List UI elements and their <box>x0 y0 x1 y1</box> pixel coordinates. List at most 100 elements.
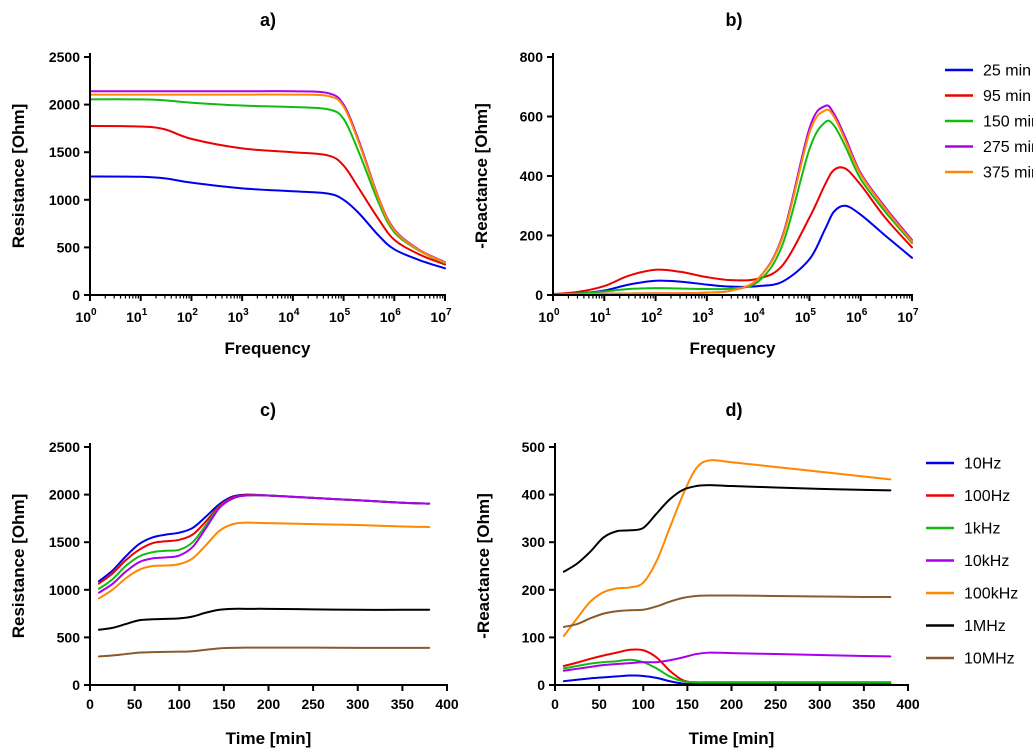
x-axis-label: Time [min] <box>226 729 312 748</box>
x-axis-label: Frequency <box>690 339 777 358</box>
x-tick-label: 103 <box>692 307 714 325</box>
legend-label: 25 min <box>983 63 1031 80</box>
x-tick-base: 10 <box>278 309 294 325</box>
series-line-95-min <box>552 166 913 296</box>
legend-label: 1MHz <box>964 618 1006 635</box>
x-tick-exponent: 4 <box>294 307 300 318</box>
x-tick-exponent: 5 <box>810 307 816 318</box>
x-tick-label: 100 <box>75 307 97 325</box>
legend: 25 min 95 min 150 min 275 min 375 min <box>945 63 1033 182</box>
x-tick-label: 102 <box>177 307 199 325</box>
x-tick-label: 105 <box>795 307 817 325</box>
x-tick-label: 0 <box>551 696 559 712</box>
y-tick-label: 0 <box>72 287 80 303</box>
x-tick-label: 104 <box>278 307 300 325</box>
series-line-150-min <box>89 98 446 265</box>
y-tick-label: 200 <box>522 582 546 598</box>
x-tick-exponent: 6 <box>395 307 401 318</box>
x-tick-label: 100 <box>538 307 560 325</box>
series-line-25-min <box>89 175 446 270</box>
y-tick-label: 500 <box>522 439 546 455</box>
x-axis-label: Time [min] <box>689 729 775 748</box>
x-tick-label: 250 <box>301 696 325 712</box>
series-group <box>97 493 431 658</box>
x-tick-base: 10 <box>75 309 91 325</box>
x-tick-exponent: 0 <box>554 307 560 318</box>
chart-title: d) <box>726 400 743 420</box>
x-tick-exponent: 0 <box>91 307 97 318</box>
x-tick-base: 10 <box>590 309 606 325</box>
chart-title: c) <box>260 400 276 420</box>
x-tick-label: 300 <box>808 696 832 712</box>
legend-label: 375 min <box>983 165 1033 182</box>
y-tick-label: 2500 <box>49 49 80 65</box>
y-tick-label: 2000 <box>49 487 80 503</box>
x-tick-label: 400 <box>896 696 920 712</box>
x-tick-exponent: 3 <box>708 307 714 318</box>
x-axis-label: Frequency <box>225 339 312 358</box>
x-tick-base: 10 <box>430 309 446 325</box>
series-group <box>562 459 892 686</box>
legend-label: 10MHz <box>964 651 1015 668</box>
legend: 10Hz 100Hz 1kHz 10kHz 100kHz 1MHz 10MHz <box>926 456 1018 668</box>
series-line-150-min <box>552 119 913 296</box>
x-tick-exponent: 2 <box>657 307 663 318</box>
x-tick-label: 350 <box>391 696 415 712</box>
y-tick-label: 1000 <box>49 192 80 208</box>
series-line-100hz <box>562 648 892 685</box>
y-tick-label: 0 <box>72 677 80 693</box>
x-tick-label: 250 <box>764 696 788 712</box>
y-axis-label: Resistance [Ohm] <box>9 104 28 249</box>
x-tick-exponent: 7 <box>913 307 919 318</box>
legend-label: 1kHz <box>964 521 1000 538</box>
x-tick-label: 150 <box>212 696 236 712</box>
x-tick-label: 102 <box>641 307 663 325</box>
y-tick-label: 500 <box>57 239 81 255</box>
x-tick-label: 0 <box>86 696 94 712</box>
series-line-375-min <box>89 93 446 264</box>
x-tick-exponent: 7 <box>446 307 452 318</box>
x-tick-label: 100 <box>632 696 656 712</box>
y-tick-label: 1500 <box>49 144 80 160</box>
x-tick-label: 350 <box>852 696 876 712</box>
x-tick-base: 10 <box>538 309 554 325</box>
x-tick-label: 104 <box>744 307 766 325</box>
x-tick-label: 106 <box>846 307 868 325</box>
y-axis-label: -Reactance [Ohm] <box>472 103 491 248</box>
series-line-95-min <box>89 125 446 266</box>
y-tick-label: 0 <box>535 287 543 303</box>
y-tick-label: 200 <box>520 228 544 244</box>
x-tick-label: 300 <box>346 696 370 712</box>
x-tick-exponent: 3 <box>243 307 249 318</box>
x-tick-base: 10 <box>228 309 244 325</box>
x-tick-base: 10 <box>846 309 862 325</box>
y-tick-label: 0 <box>537 677 545 693</box>
x-tick-base: 10 <box>177 309 193 325</box>
y-tick-label: 800 <box>520 49 544 65</box>
x-tick-label: 105 <box>329 307 351 325</box>
y-tick-label: 300 <box>522 534 546 550</box>
series-line-1mhz <box>97 607 431 631</box>
x-tick-label: 50 <box>591 696 607 712</box>
x-tick-label: 103 <box>228 307 250 325</box>
y-tick-label: 100 <box>522 629 546 645</box>
x-tick-label: 107 <box>897 307 919 325</box>
series-line-25-min <box>552 204 913 296</box>
series-line-1khz <box>97 494 431 590</box>
legend-label: 150 min <box>983 114 1033 131</box>
y-axis-label: Resistance [Ohm] <box>9 494 28 639</box>
x-tick-label: 101 <box>590 307 612 325</box>
x-tick-base: 10 <box>329 309 345 325</box>
x-tick-exponent: 1 <box>142 307 148 318</box>
x-tick-exponent: 1 <box>605 307 611 318</box>
chart-title: a) <box>260 10 276 30</box>
chart-panel-c: c) 0 500 1000 1500 2000 2500 0 50 100 150 200 250 300… <box>9 400 459 748</box>
x-tick-base: 10 <box>795 309 811 325</box>
series-group <box>89 90 446 270</box>
x-tick-base: 10 <box>897 309 913 325</box>
x-tick-exponent: 5 <box>345 307 351 318</box>
chart-panel-d: d) 0 100 200 300 400 500 0 50 100 150 200 250 300 350 4… <box>474 400 1018 748</box>
series-line-100khz <box>97 521 431 600</box>
y-tick-label: 400 <box>520 168 544 184</box>
